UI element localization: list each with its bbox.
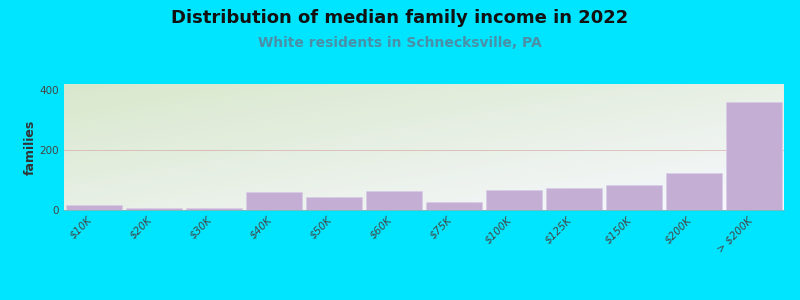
Bar bbox=[306, 196, 362, 210]
Bar bbox=[486, 190, 542, 210]
Bar bbox=[246, 192, 302, 210]
Bar bbox=[666, 172, 722, 210]
Bar bbox=[366, 190, 422, 210]
Bar bbox=[606, 184, 662, 210]
Bar bbox=[66, 205, 122, 210]
Text: Distribution of median family income in 2022: Distribution of median family income in … bbox=[171, 9, 629, 27]
Bar bbox=[186, 208, 242, 210]
Y-axis label: families: families bbox=[24, 119, 37, 175]
Bar bbox=[546, 188, 602, 210]
Bar bbox=[726, 102, 782, 210]
Text: White residents in Schnecksville, PA: White residents in Schnecksville, PA bbox=[258, 36, 542, 50]
Bar bbox=[126, 208, 182, 210]
Bar bbox=[426, 202, 482, 210]
